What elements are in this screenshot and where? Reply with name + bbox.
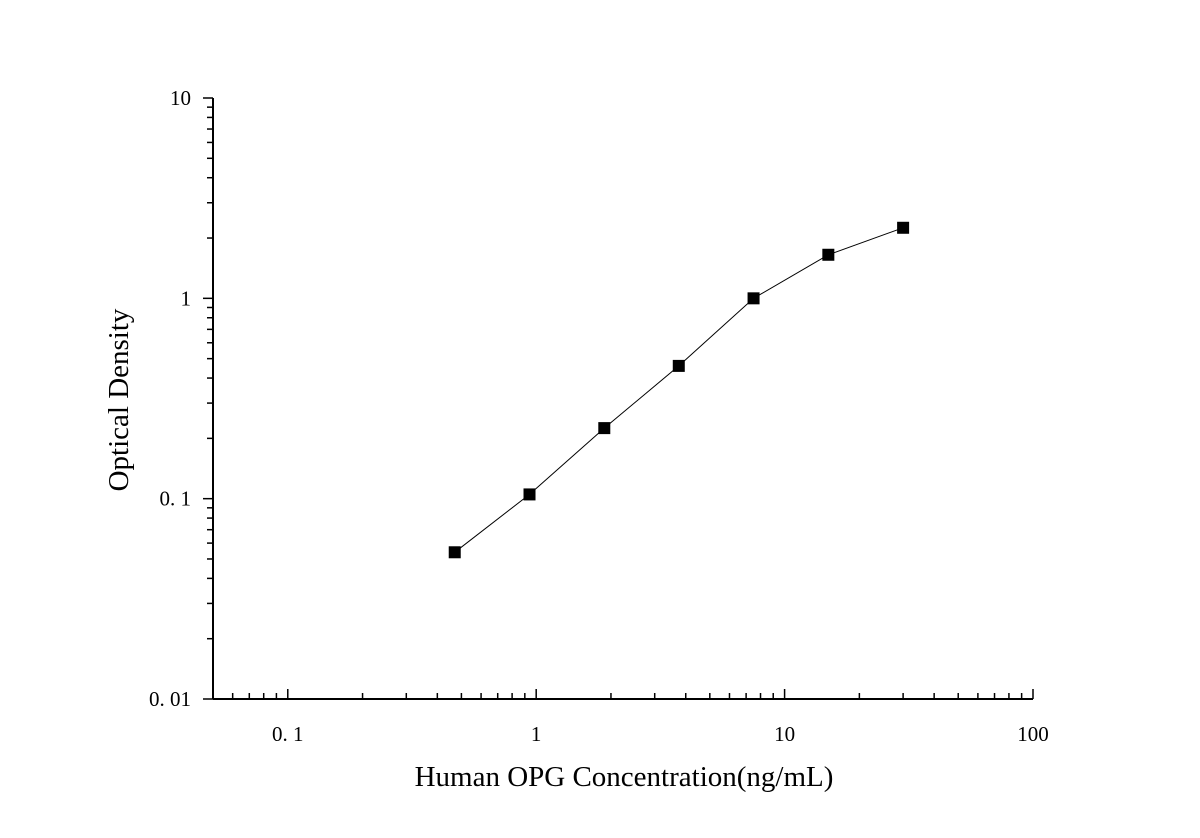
data-point-marker [747, 292, 760, 305]
data-point-marker [448, 546, 461, 559]
data-point-marker [672, 359, 685, 372]
y-axis-title: Optical Density [103, 308, 135, 491]
x-tick-label: 10 [774, 722, 795, 746]
x-tick-label: 100 [1017, 722, 1049, 746]
y-tick-label: 0. 01 [149, 687, 191, 711]
axes [212, 98, 1033, 700]
data-point-marker [822, 248, 835, 261]
x-axis-title: Human OPG Concentration(ng/mL) [415, 761, 834, 793]
y-axis-ticks: 0. 01 0. 1 1 10 [149, 86, 213, 711]
y-tick-label: 0. 1 [160, 487, 192, 511]
x-axis-ticks: 0. 1 1 10 100 [212, 689, 1049, 746]
y-tick-label: 1 [181, 286, 192, 310]
y-tick-label: 10 [170, 86, 191, 110]
x-tick-label: 0. 1 [272, 722, 304, 746]
series-group [448, 221, 910, 559]
data-point-marker [897, 221, 910, 234]
x-tick-label: 1 [531, 722, 542, 746]
series-line [454, 227, 904, 553]
data-point-marker [598, 422, 611, 435]
data-point-marker [523, 488, 536, 501]
